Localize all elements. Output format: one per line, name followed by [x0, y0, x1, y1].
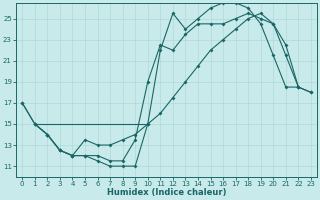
X-axis label: Humidex (Indice chaleur): Humidex (Indice chaleur) [107, 188, 226, 197]
